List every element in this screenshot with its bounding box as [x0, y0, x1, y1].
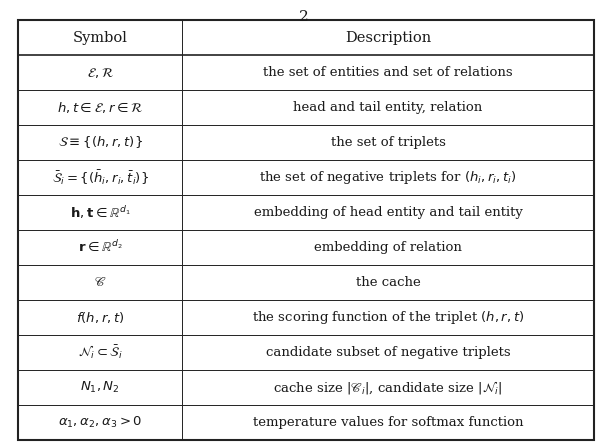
Text: $\mathcal{E},\mathcal{R}$: $\mathcal{E},\mathcal{R}$	[86, 65, 114, 79]
Text: the scoring function of the triplet $(h,r,t)$: the scoring function of the triplet $(h,…	[252, 309, 524, 326]
Text: $\mathbf{h},\mathbf{t}\in\mathbb{R}^{d_1}$: $\mathbf{h},\mathbf{t}\in\mathbb{R}^{d_1…	[70, 204, 130, 221]
Text: $\mathscr{C}$: $\mathscr{C}$	[94, 276, 106, 289]
Text: embedding of head entity and tail entity: embedding of head entity and tail entity	[254, 206, 522, 219]
Text: the set of entities and set of relations: the set of entities and set of relations	[263, 66, 513, 79]
Text: Description: Description	[345, 30, 431, 44]
Text: the set of negative triplets for $(h_i,r_i,t_i)$: the set of negative triplets for $(h_i,r…	[259, 169, 517, 186]
Text: $f(h,r,t)$: $f(h,r,t)$	[76, 310, 124, 325]
Text: temperature values for softmax function: temperature values for softmax function	[253, 416, 523, 429]
Text: $h,t\in\mathcal{E},r\in\mathcal{R}$: $h,t\in\mathcal{E},r\in\mathcal{R}$	[57, 100, 143, 115]
Text: $\mathcal{N}_i\subset\bar{\mathcal{S}}_i$: $\mathcal{N}_i\subset\bar{\mathcal{S}}_i…	[78, 344, 123, 362]
Text: $\mathbf{r}\in\mathbb{R}^{d_2}$: $\mathbf{r}\in\mathbb{R}^{d_2}$	[78, 240, 122, 255]
Text: head and tail entity, relation: head and tail entity, relation	[294, 101, 483, 114]
Text: cache size $|\mathscr{C}_i|$, candidate size $|\mathcal{N}_i|$: cache size $|\mathscr{C}_i|$, candidate …	[273, 379, 503, 396]
Text: $\mathcal{S}\equiv\{(h,r,t)\}$: $\mathcal{S}\equiv\{(h,r,t)\}$	[58, 134, 142, 151]
Text: Symbol: Symbol	[72, 30, 128, 44]
Text: $\bar{\mathcal{S}}_i=\{(\bar{h}_i,r_i,\bar{t}_i)\}$: $\bar{\mathcal{S}}_i=\{(\bar{h}_i,r_i,\b…	[52, 168, 148, 187]
Text: embedding of relation: embedding of relation	[314, 241, 462, 254]
Text: 2: 2	[299, 10, 309, 24]
Text: candidate subset of negative triplets: candidate subset of negative triplets	[266, 346, 510, 359]
Text: the set of triplets: the set of triplets	[331, 136, 446, 149]
Text: $\alpha_1,\alpha_2,\alpha_3>0$: $\alpha_1,\alpha_2,\alpha_3>0$	[58, 415, 142, 430]
Text: $N_1,N_2$: $N_1,N_2$	[80, 380, 120, 395]
Text: the cache: the cache	[356, 276, 421, 289]
